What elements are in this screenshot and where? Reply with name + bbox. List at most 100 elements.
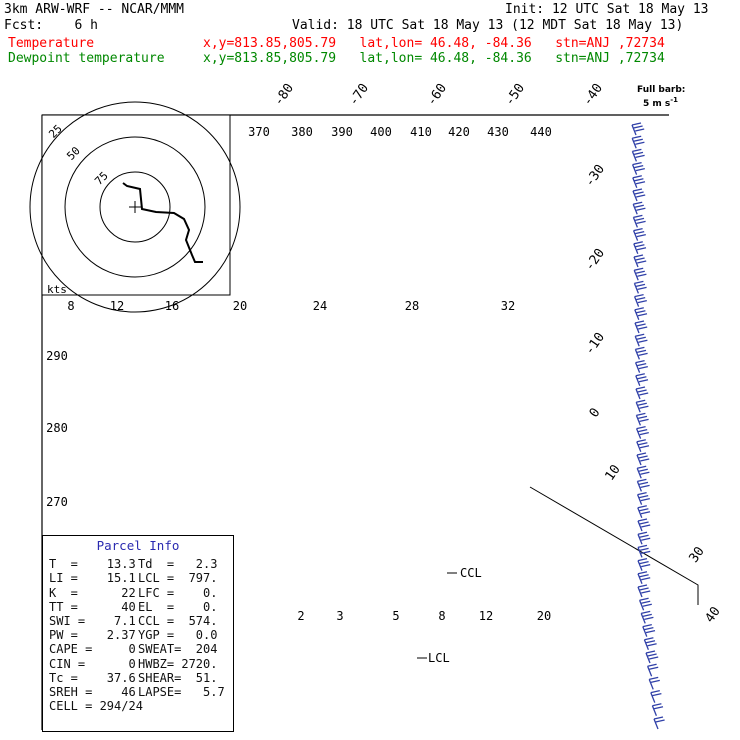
mixing-ratio-label: 2 <box>297 609 304 623</box>
wind-barb-feather <box>638 365 648 370</box>
wind-barb-feather <box>633 214 643 219</box>
hodograph-box <box>41 114 231 296</box>
hodograph-axis-tick: 24 <box>313 299 327 313</box>
wind-barb-staff <box>631 164 638 175</box>
chart-edge <box>529 486 699 605</box>
wind-barb-feather <box>644 616 654 621</box>
wind-barb-feather <box>637 299 647 304</box>
parcel-row: SWI = 7.1 CCL = 574. <box>43 614 233 628</box>
wind-barb-feather <box>638 339 648 343</box>
wind-barb-feather <box>632 161 642 166</box>
wind-barb-feather <box>647 653 657 657</box>
valid-time: Valid: 18 UTC Sat 18 May 13 (12 MDT Sat … <box>292 18 684 33</box>
wind-barb-feather <box>634 191 644 195</box>
init-time: Init: 12 UTC Sat 18 May 13 <box>505 2 709 17</box>
wind-barb-feather <box>638 379 649 383</box>
isotherm-label: -20 <box>582 246 608 274</box>
wind-barb <box>635 399 649 413</box>
mixing-ratio-label: 20 <box>537 609 551 623</box>
mixing-ratio-label: 8 <box>438 609 445 623</box>
parcel-param: LCL = 797. <box>138 571 218 586</box>
wind-barb-feather <box>637 362 647 367</box>
wind-barb-feather <box>633 151 644 156</box>
wind-barb-feather <box>653 706 664 710</box>
wind-barb-feather <box>635 359 645 364</box>
wind-barb <box>635 425 649 439</box>
wind-barb-staff <box>634 322 640 334</box>
hodograph-ring <box>99 171 171 243</box>
wind-barb-staff <box>633 296 640 307</box>
wind-barb-feather <box>636 412 646 417</box>
wind-barb-staff <box>636 441 642 453</box>
wind-barb-staff <box>634 309 640 321</box>
wind-barb-feather <box>636 452 647 456</box>
wind-barb <box>638 597 652 611</box>
wind-barb-staff <box>632 177 638 189</box>
hodograph-axis-tick: 12 <box>110 299 124 313</box>
wind-barb-feather <box>637 286 647 291</box>
wind-barb <box>633 267 647 281</box>
wind-barb-feather <box>641 610 651 615</box>
wind-barb-feather <box>650 689 660 694</box>
full-barb-units: 5 m s-1 <box>643 96 679 109</box>
wind-barb-feather <box>635 257 645 261</box>
parcel-param: SWEAT= 204 <box>138 642 218 657</box>
wind-barb-staff <box>632 203 638 215</box>
wind-barb-staff <box>632 230 639 241</box>
isotherm-label: -60 <box>424 81 450 109</box>
wind-barb-staff <box>646 665 653 677</box>
wind-barb <box>633 280 647 294</box>
wind-barb-staff <box>635 415 642 426</box>
wind-barb <box>651 703 664 717</box>
hodograph-trace <box>122 182 203 263</box>
wind-barb-feather <box>635 373 645 377</box>
wind-barb-feather <box>641 590 651 594</box>
wind-barb-feather <box>635 333 645 337</box>
wind-barb <box>631 135 645 149</box>
wind-barb-feather <box>636 296 646 301</box>
wind-barb-feather <box>634 217 645 222</box>
parcel-param: PW = 2.37 <box>49 628 136 643</box>
wind-barb <box>637 584 651 598</box>
wind-barb-feather <box>636 399 646 403</box>
wind-barb-feather <box>641 563 651 568</box>
wind-barb-feather <box>640 458 650 462</box>
wind-barb-feather <box>641 600 651 604</box>
wind-barb-feather <box>649 666 659 670</box>
wind-barb-feather <box>641 537 651 541</box>
wind-barb-feather <box>639 560 649 565</box>
theta-label: 420 <box>448 125 470 139</box>
wind-barb-staff <box>633 269 639 281</box>
wind-barb-feather <box>635 128 645 132</box>
isotherm-label: -40 <box>580 81 606 109</box>
wind-barb-feather <box>647 643 657 647</box>
wind-barb <box>631 122 645 136</box>
parcel-param: LFC = 0. <box>138 585 218 600</box>
wind-barb-feather <box>637 389 647 393</box>
wind-barb-feather <box>634 320 645 324</box>
hodograph-axis-tick: 8 <box>67 299 74 313</box>
wind-barb <box>637 505 651 519</box>
wind-barb-feather <box>639 547 649 552</box>
wind-barb-staff <box>637 533 643 545</box>
wind-barb-feather <box>632 188 643 192</box>
wind-barb-feather <box>637 465 647 469</box>
theta-label: 370 <box>248 125 270 139</box>
theta-label: 390 <box>331 125 353 139</box>
wind-barb <box>643 637 657 651</box>
wind-barb-feather <box>636 310 646 314</box>
wind-barb-feather <box>634 164 644 169</box>
wind-barb-staff <box>635 388 641 400</box>
theta-label: 410 <box>410 125 432 139</box>
wind-barb-staff <box>632 190 638 202</box>
parcel-row: CELL = 294/24 <box>43 699 233 713</box>
parcel-info-title: Parcel Info <box>96 538 180 553</box>
isotherm-label: 10 <box>602 462 623 483</box>
wind-barb-feather <box>639 392 649 396</box>
wind-barb-staff <box>637 573 643 585</box>
parcel-param: K = 22 <box>49 585 136 600</box>
wind-barb-feather <box>638 326 648 330</box>
wind-barb-feather <box>633 125 643 129</box>
wind-barb-staff <box>635 428 642 439</box>
hodograph-ring <box>64 136 206 278</box>
